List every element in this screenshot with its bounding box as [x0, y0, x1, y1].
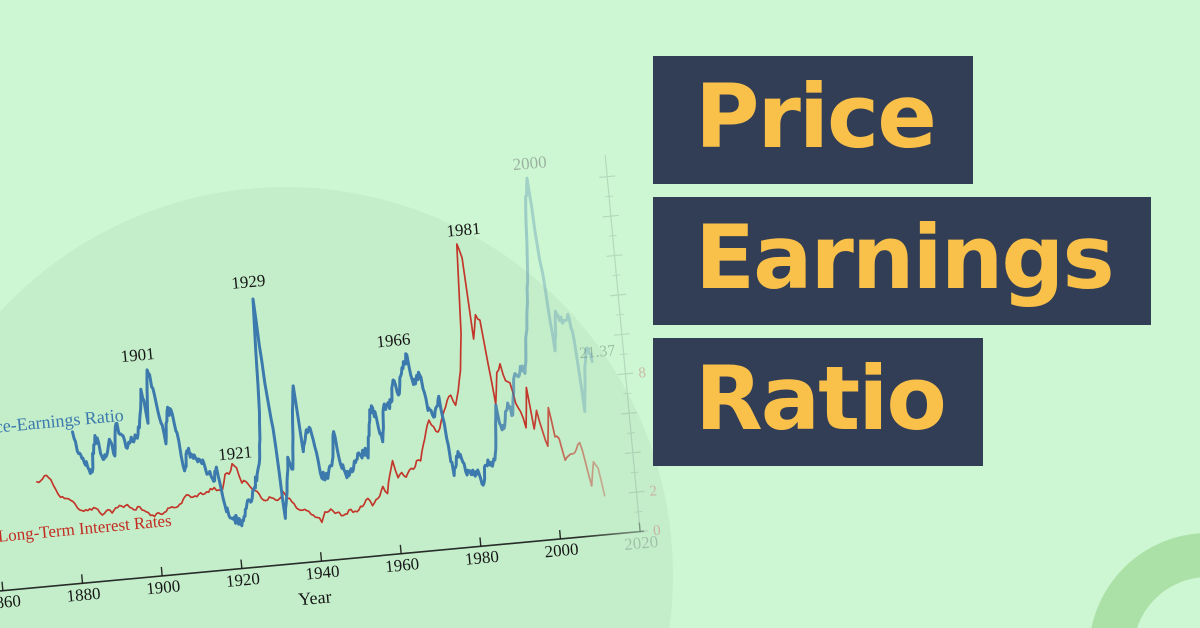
x-tick-label: 1880: [66, 584, 102, 606]
title-box-earnings: Earnings: [653, 197, 1151, 325]
x-tick-label: 1940: [305, 562, 341, 584]
background-ring: [1091, 533, 1200, 628]
title-line-earnings: Earnings: [695, 206, 1115, 309]
title-line-price: Price: [695, 65, 937, 168]
background-circle: [0, 187, 673, 628]
x-axis-title: Year: [297, 586, 332, 609]
peak-annotation-2000: 2000: [512, 152, 548, 174]
pe-ratio-line: [70, 176, 594, 528]
x-tick-label: 2000: [544, 539, 580, 561]
x-tick-label: 1900: [145, 576, 181, 598]
title-box-ratio: Ratio: [653, 338, 983, 466]
x-tick-label: 1920: [225, 569, 261, 591]
pe-chart: 1860 1880 1900 1920 1940 1960 1980 2000 2020 Year…: [0, 59, 697, 628]
title-line-ratio: Ratio: [695, 347, 947, 450]
title-box-price: Price: [653, 56, 973, 184]
right-y-axis: [599, 155, 649, 533]
interest-rate-line: [36, 243, 606, 524]
x-tick-label: 1980: [464, 547, 500, 569]
peak-annotation-1981: 1981: [446, 219, 482, 241]
x-tick-label: 1960: [384, 554, 420, 576]
right-axis-tick-label: 0: [652, 523, 661, 540]
right-axis-tick-label: 8: [638, 365, 647, 382]
series-label-interest-rates: Long-Term Interest Rates: [0, 511, 172, 546]
x-axis: 1860 1880 1900 1920 1940 1960 1980 2000 2020 Year: [0, 522, 659, 613]
peak-annotation-1921: 1921: [217, 442, 253, 464]
x-tick-label: 1860: [0, 591, 22, 613]
series-label-pe-ratio: Price-Earnings Ratio: [0, 405, 125, 439]
peak-annotation-1966: 1966: [376, 329, 412, 351]
headline: Price Earnings Ratio: [653, 56, 1151, 466]
peak-annotation-1929: 1929: [231, 271, 267, 293]
peak-annotation-1901: 1901: [120, 344, 156, 366]
pe-interest-rate-chart: 1860 1880 1900 1920 1940 1960 1980 2000 2020 Year…: [0, 152, 661, 613]
right-axis-tick-label: 2: [649, 483, 658, 500]
x-tick-label: 2020: [623, 532, 659, 554]
